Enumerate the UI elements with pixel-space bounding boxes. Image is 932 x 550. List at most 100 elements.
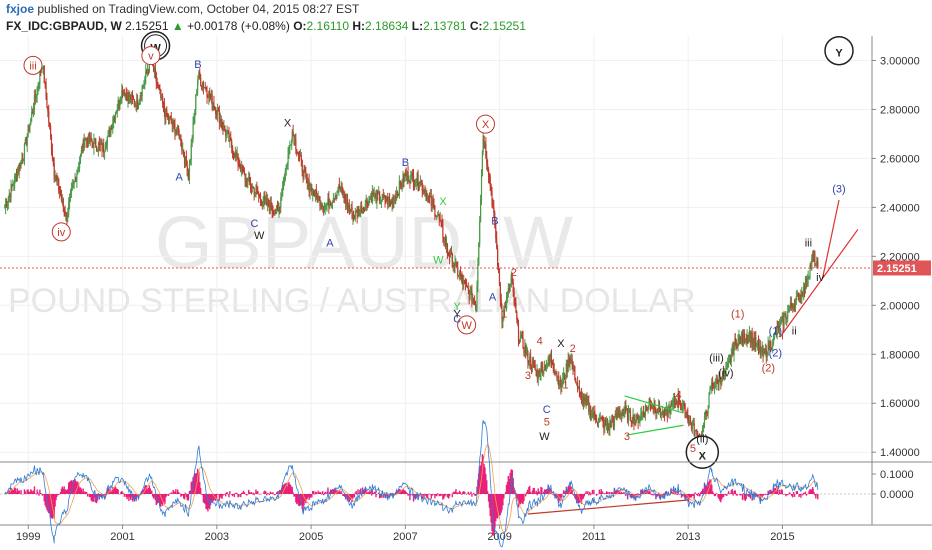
candle-body	[250, 187, 253, 189]
candle-body	[521, 335, 523, 338]
watermark-symbol: GBPAUD, W	[155, 201, 573, 284]
candle-body	[199, 71, 201, 78]
candle-body	[205, 87, 207, 92]
wave-label: W	[433, 255, 444, 267]
candle-body	[341, 186, 343, 192]
candle-body	[231, 140, 233, 148]
candle-body	[768, 342, 770, 350]
candle-body	[488, 176, 491, 178]
wave-label: A	[175, 171, 183, 183]
candle-body	[282, 183, 285, 187]
candle-body	[292, 131, 294, 136]
candle-body	[720, 380, 722, 385]
candle-body	[379, 200, 382, 202]
candle-body	[192, 122, 194, 140]
candle-body	[569, 358, 571, 362]
candle-body	[702, 425, 705, 427]
candle-body	[355, 211, 357, 213]
high-label: H:	[352, 19, 366, 33]
candle-body	[375, 192, 377, 202]
candle-body	[405, 173, 407, 178]
candle-body	[679, 401, 681, 403]
symbol-name[interactable]: FX_IDC:GBPAUD, W	[6, 19, 122, 33]
candle-body	[10, 184, 12, 198]
wave-label-circle	[685, 435, 720, 469]
candle-body	[64, 210, 66, 217]
candle-body	[155, 73, 157, 83]
candle-body	[291, 131, 293, 141]
candle-body	[736, 346, 738, 348]
candle-body	[301, 159, 303, 172]
candle-body	[208, 91, 210, 98]
candle-body	[647, 405, 649, 411]
candle-body	[229, 136, 231, 142]
candle-body	[404, 173, 406, 182]
candle-body	[223, 125, 225, 130]
candle-body	[708, 393, 710, 409]
candle-body	[139, 95, 141, 100]
candle-body	[114, 113, 117, 121]
wave-label: 3	[624, 431, 630, 443]
candle-body	[168, 117, 171, 121]
candle-body	[257, 190, 259, 195]
candle-body	[727, 362, 729, 367]
watermark-description: POUND STERLING / AUSTRALIAN DOLLAR	[8, 282, 696, 320]
candle-body	[713, 387, 716, 389]
candle-body	[502, 318, 504, 323]
candle-body	[765, 348, 767, 358]
candle-body	[267, 200, 270, 207]
candle-body	[119, 101, 121, 106]
candle-body	[409, 181, 411, 184]
candle-body	[220, 118, 222, 125]
time-tick-label: 2007	[393, 531, 417, 543]
candle-body	[544, 364, 547, 371]
candle-body	[202, 83, 205, 88]
candle-body	[644, 406, 646, 417]
candle-body	[483, 135, 485, 146]
candle-body	[580, 392, 582, 395]
candle-body	[258, 194, 260, 196]
candle-body	[32, 112, 34, 114]
wave-label: B	[402, 157, 409, 169]
candle-body	[245, 178, 247, 181]
candle-body	[675, 402, 677, 405]
candle-body	[639, 418, 641, 420]
candle-body	[314, 189, 317, 196]
candle-body	[430, 196, 432, 206]
candle-body	[401, 184, 403, 187]
candle-body	[599, 418, 601, 420]
candle-body	[182, 149, 184, 151]
time-tick-label: 2001	[110, 531, 134, 543]
candle-body	[628, 409, 631, 411]
candle-body	[67, 212, 69, 218]
candle-body	[47, 107, 49, 112]
change-value: +0.00178 (+0.08%)	[187, 19, 290, 33]
candle-body	[183, 156, 186, 164]
low-value: 2.13781	[423, 19, 467, 33]
candle-body	[642, 412, 645, 415]
candle-body	[125, 92, 127, 95]
candle-body	[272, 211, 274, 213]
candle-body	[145, 71, 147, 79]
candle-body	[604, 420, 606, 429]
candle-body	[28, 126, 30, 132]
candle-body	[527, 350, 529, 362]
wave-label: (1)	[731, 309, 744, 321]
candle-body	[351, 207, 353, 219]
candle-body	[305, 171, 307, 177]
candle-body	[505, 296, 508, 308]
candle-body	[704, 411, 706, 416]
candle-body	[722, 372, 725, 377]
candle-body	[522, 337, 524, 349]
candle-body	[424, 189, 426, 197]
candle-body	[78, 161, 81, 168]
candle-body	[812, 253, 814, 256]
author-link[interactable]: fxjoe	[6, 2, 35, 16]
candle-body	[431, 200, 433, 206]
wave-label: W	[254, 230, 265, 242]
candle-body	[330, 202, 333, 205]
candle-body	[745, 340, 747, 342]
candle-body	[24, 139, 26, 144]
candle-body	[251, 186, 253, 189]
candle-body	[656, 412, 658, 414]
